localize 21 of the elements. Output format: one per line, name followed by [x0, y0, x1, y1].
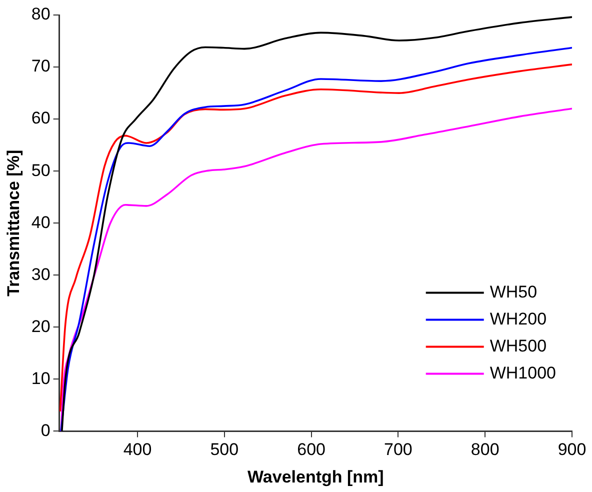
y-tick-label: 10 — [31, 368, 50, 388]
y-tick-label: 80 — [31, 4, 50, 24]
legend-label: WH50 — [490, 282, 538, 302]
y-tick-label: 70 — [31, 56, 50, 76]
x-tick-label: 900 — [558, 440, 586, 460]
legend-label: WH200 — [490, 309, 547, 328]
y-tick-label: 30 — [31, 264, 50, 284]
x-tick-label: 400 — [123, 440, 152, 460]
y-tick-label: 60 — [31, 108, 50, 128]
y-tick-label: 40 — [31, 212, 50, 232]
x-tick-label: 500 — [210, 440, 239, 460]
legend-label: WH1000 — [490, 363, 556, 382]
x-tick-label: 800 — [470, 440, 500, 460]
x-tick-label: 600 — [297, 440, 326, 460]
y-tick-label: 20 — [31, 316, 50, 336]
x-tick-label: 700 — [384, 440, 412, 460]
y-tick-label: 0 — [40, 420, 50, 440]
x-axis-title: Wavelentgh [nm] — [247, 467, 384, 486]
legend-label: WH500 — [490, 336, 547, 356]
y-tick-label: 50 — [31, 160, 50, 180]
y-axis-title: Transmittance [%] — [4, 150, 23, 296]
